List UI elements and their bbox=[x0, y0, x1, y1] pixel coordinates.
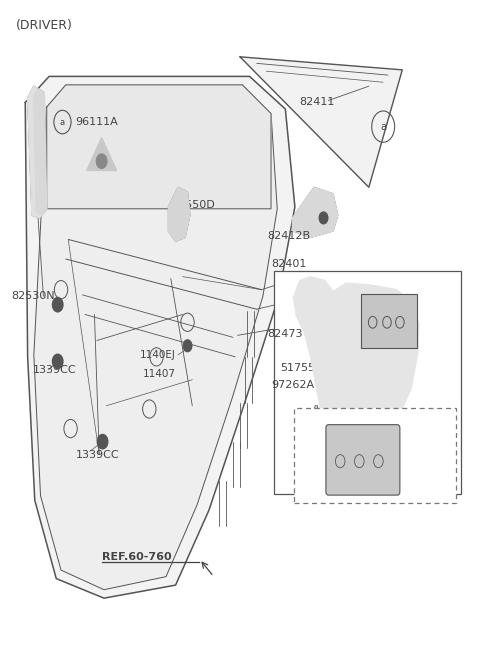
Polygon shape bbox=[292, 187, 338, 238]
Polygon shape bbox=[47, 85, 271, 209]
Text: 97262A: 97262A bbox=[271, 380, 314, 390]
Circle shape bbox=[52, 297, 63, 312]
Circle shape bbox=[319, 212, 328, 224]
Text: 51755G: 51755G bbox=[281, 363, 324, 373]
FancyBboxPatch shape bbox=[294, 407, 456, 503]
Text: 82450L: 82450L bbox=[319, 487, 360, 497]
FancyBboxPatch shape bbox=[326, 424, 400, 495]
Text: 1339CC: 1339CC bbox=[33, 365, 76, 375]
Text: (DRIVER): (DRIVER) bbox=[16, 19, 72, 32]
Polygon shape bbox=[28, 86, 47, 218]
Circle shape bbox=[183, 340, 192, 352]
Polygon shape bbox=[168, 187, 190, 242]
Text: 82450L: 82450L bbox=[326, 347, 368, 357]
Text: 82411: 82411 bbox=[300, 98, 335, 107]
FancyBboxPatch shape bbox=[275, 271, 461, 494]
Text: 1339CC: 1339CC bbox=[75, 450, 119, 460]
FancyBboxPatch shape bbox=[361, 294, 417, 348]
Text: a: a bbox=[380, 122, 386, 132]
Circle shape bbox=[97, 434, 108, 449]
Polygon shape bbox=[240, 57, 402, 187]
Polygon shape bbox=[293, 276, 419, 440]
Circle shape bbox=[52, 354, 63, 369]
Text: 1140EJ: 1140EJ bbox=[140, 350, 176, 360]
Polygon shape bbox=[34, 89, 47, 215]
Text: 82550D: 82550D bbox=[171, 200, 215, 210]
Polygon shape bbox=[87, 138, 117, 170]
FancyBboxPatch shape bbox=[48, 109, 155, 187]
Text: 82401: 82401 bbox=[271, 259, 306, 269]
Polygon shape bbox=[34, 85, 277, 590]
Text: 82530N: 82530N bbox=[11, 291, 55, 301]
Text: REF.60-760: REF.60-760 bbox=[102, 552, 171, 562]
Text: a: a bbox=[60, 117, 65, 126]
Text: 96111A: 96111A bbox=[75, 117, 118, 127]
Text: 11407: 11407 bbox=[143, 369, 176, 379]
Circle shape bbox=[96, 154, 107, 168]
Polygon shape bbox=[25, 77, 295, 598]
Text: (W/SAFETY): (W/SAFETY) bbox=[312, 404, 373, 414]
Text: 82473: 82473 bbox=[268, 329, 303, 339]
Text: 82412B: 82412B bbox=[268, 231, 311, 241]
